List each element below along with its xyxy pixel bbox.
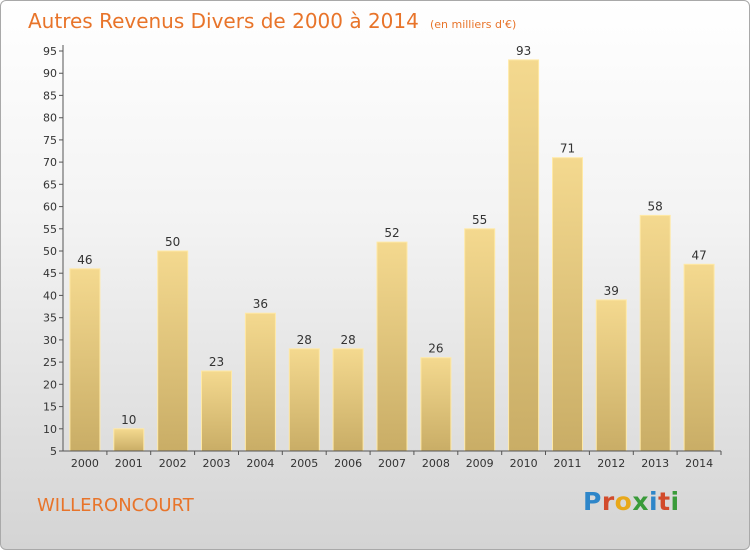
- y-tick-label: 90: [43, 67, 57, 80]
- y-tick-label: 45: [43, 267, 57, 280]
- logo-letter: i: [649, 487, 659, 516]
- x-tick-label: 2010: [510, 457, 538, 470]
- value-label: 58: [648, 199, 663, 213]
- y-tick-label: 10: [43, 423, 57, 436]
- value-label: 36: [253, 297, 268, 311]
- value-label: 26: [428, 342, 443, 356]
- y-tick-label: 15: [43, 401, 57, 414]
- y-tick-label: 30: [43, 334, 57, 347]
- bar-2011: [552, 157, 583, 452]
- logo-letter: x: [632, 487, 649, 516]
- value-label: 47: [691, 248, 706, 262]
- y-tick-label: 60: [43, 201, 57, 214]
- y-tick-label: 80: [43, 112, 57, 125]
- bar-2000: [69, 268, 101, 452]
- y-tick-label: 35: [43, 312, 57, 325]
- title-row: Autres Revenus Divers de 2000 à 2014 (en…: [28, 9, 516, 33]
- bar-2013: [639, 214, 671, 452]
- axes-layer: 2000 2001 2002 2003 2004 2005 2006 2007 2008 2009…: [43, 45, 722, 470]
- value-label: 46: [77, 253, 92, 267]
- x-tick-label: 2005: [290, 457, 318, 470]
- x-tick-label: 2012: [597, 457, 625, 470]
- bar-2003: [201, 370, 232, 452]
- y-tick-label: 70: [43, 156, 57, 169]
- y-tick-label: 95: [43, 45, 57, 58]
- bar-2006: [332, 348, 364, 452]
- y-tick-label: 40: [43, 289, 57, 302]
- value-label: 50: [165, 235, 180, 249]
- x-tick-label: 2000: [71, 457, 99, 470]
- commune-name: WILLERONCOURT: [37, 495, 194, 516]
- y-tick-label: 75: [43, 134, 57, 147]
- bar-2004: [244, 312, 276, 452]
- x-tick-label: 2004: [246, 457, 274, 470]
- x-tick-label: 2006: [334, 457, 362, 470]
- y-tick-label: 65: [43, 178, 57, 191]
- logo-letter: P: [583, 487, 602, 516]
- logo-letter: t: [658, 487, 671, 516]
- value-label: 10: [121, 413, 136, 427]
- bar-2012: [595, 299, 627, 452]
- x-tick-label: 2008: [422, 457, 450, 470]
- value-label: 71: [560, 142, 575, 156]
- x-tick-label: 2003: [203, 457, 231, 470]
- bar-2009: [464, 228, 496, 452]
- y-tick-label: 55: [43, 223, 57, 236]
- chart-unit: (en milliers d'€): [429, 18, 517, 31]
- y-tick-label: 85: [43, 89, 57, 102]
- x-tick-label: 2007: [378, 457, 406, 470]
- y-tick-label: 50: [43, 245, 57, 258]
- x-tick-label: 2011: [554, 457, 582, 470]
- value-label: 23: [209, 355, 224, 369]
- bar-2008: [420, 357, 452, 452]
- proxiti-logo[interactable]: Proxiti: [583, 487, 680, 516]
- value-label: 28: [297, 333, 312, 347]
- x-tick-label: 2001: [115, 457, 143, 470]
- bar-2001: [113, 428, 145, 452]
- bar-2005: [288, 348, 320, 452]
- bar-2002: [157, 250, 189, 452]
- value-label: 28: [340, 333, 355, 347]
- x-tick-label: 2002: [159, 457, 187, 470]
- y-tick-label: 25: [43, 356, 57, 369]
- logo-letter: r: [601, 487, 615, 516]
- x-tick-label: 2009: [466, 457, 494, 470]
- y-tick-label: 20: [43, 378, 57, 391]
- value-label: 52: [384, 226, 399, 240]
- x-tick-label: 2014: [685, 457, 713, 470]
- bar-2014: [683, 263, 715, 452]
- x-tick-label: 2013: [641, 457, 669, 470]
- value-label: 55: [472, 213, 487, 227]
- bars-layer: 46 10 50 23 36 28 28 52 26 55 93 71 39 58 47: [69, 44, 715, 452]
- value-label: 39: [604, 284, 619, 298]
- logo-letter: o: [614, 487, 633, 516]
- bar-2010: [508, 59, 540, 452]
- logo-letter: i: [670, 487, 680, 516]
- y-tick-label: 5: [50, 445, 57, 458]
- bar-2007: [376, 241, 408, 452]
- value-label: 93: [516, 44, 531, 58]
- chart-title: Autres Revenus Divers de 2000 à 2014: [28, 9, 419, 33]
